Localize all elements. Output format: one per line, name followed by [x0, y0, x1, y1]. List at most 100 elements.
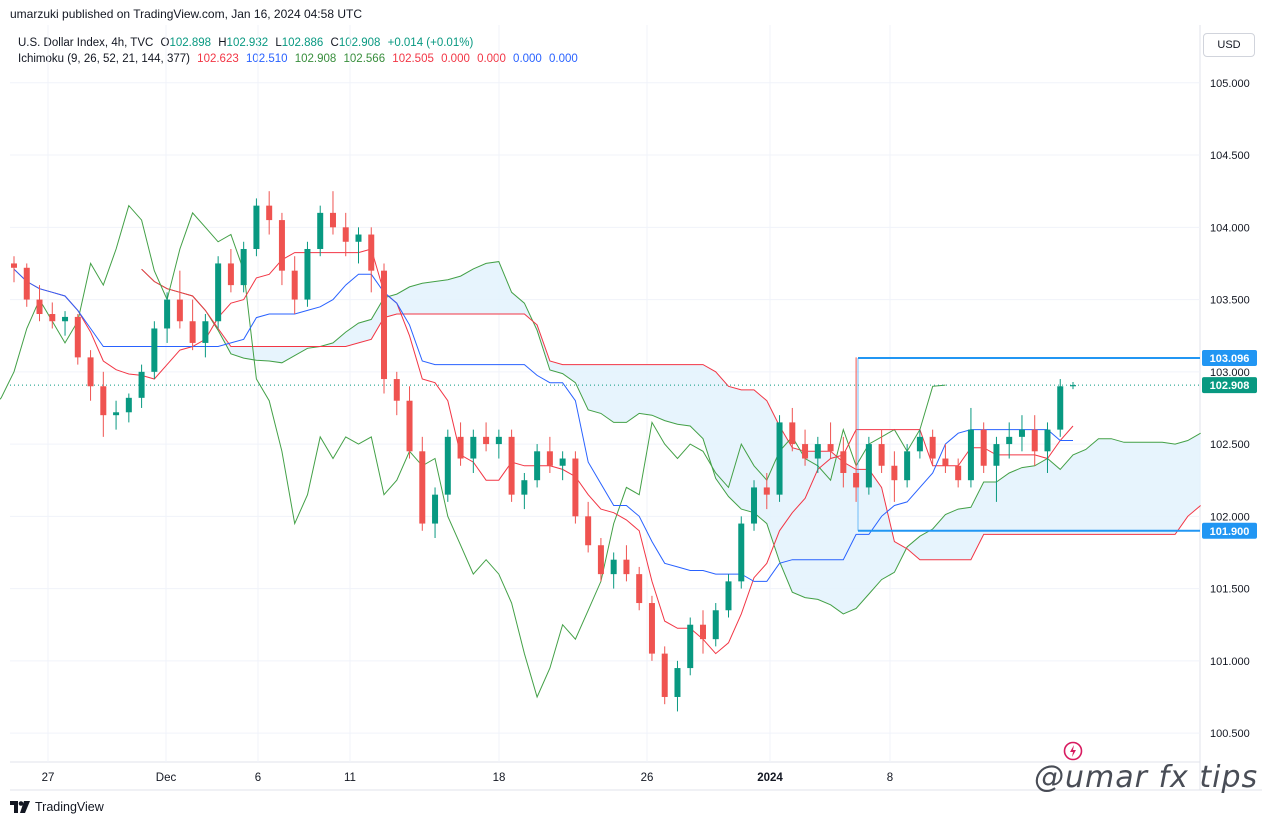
indicator-name[interactable]: Ichimoku (9, 26, 52, 21, 144, 377) — [18, 53, 190, 65]
ind-value-6: 0.000 — [441, 53, 470, 65]
y-tick-label: 100.500 — [1210, 728, 1250, 740]
candle-body — [176, 299, 183, 322]
candle-body — [113, 412, 120, 416]
y-tick-label: 104.000 — [1210, 222, 1250, 234]
span-b-value: 102.505 — [392, 53, 434, 65]
tenkan-line — [13, 248, 1074, 655]
candle-body — [929, 436, 936, 459]
horizontal-levels[interactable] — [10, 356, 1200, 532]
time-axis[interactable]: 27 Dec 6 11 18 26 2024 8 — [42, 772, 894, 784]
kijun-line — [13, 268, 1073, 582]
candle-body — [393, 379, 400, 401]
chart-grid — [10, 25, 1262, 791]
candle-body — [432, 494, 439, 524]
candle-body — [865, 444, 872, 488]
candle-body — [674, 668, 681, 697]
ind-value-8: 0.000 — [513, 53, 542, 65]
x-tick-label: 18 — [493, 772, 506, 784]
span-a-line — [141, 261, 1201, 615]
candle-body — [955, 465, 962, 481]
ind-value-9: 0.000 — [549, 53, 578, 65]
price-label-bg — [1202, 522, 1257, 539]
candle-body — [23, 267, 30, 300]
candle-body — [687, 624, 694, 669]
candle-body — [891, 465, 898, 481]
symbol-legend: U.S. Dollar Index, 4h, TVC O102.898 H 102… — [18, 35, 582, 51]
candle-body — [597, 545, 604, 575]
candle-body — [470, 436, 477, 459]
symbol-name[interactable]: U.S. Dollar Index, 4h, TVC — [18, 37, 154, 49]
candle-body — [942, 458, 949, 466]
candle-body — [776, 422, 783, 495]
lightning-icon[interactable] — [1063, 741, 1083, 761]
candle-body — [189, 321, 196, 343]
price-label-bg — [1202, 349, 1257, 366]
price-label: 102.908 — [1210, 380, 1250, 392]
candle-body — [993, 444, 1000, 466]
candle-body — [253, 205, 260, 249]
candle-body — [291, 270, 298, 300]
x-tick-label: 2024 — [757, 772, 783, 784]
published-by-text: umarzuki published on TradingView.com, J… — [10, 7, 362, 21]
kijun-value: 102.510 — [245, 53, 288, 65]
candle-body — [202, 321, 209, 343]
candle-body — [317, 212, 324, 249]
candle-body — [802, 444, 809, 459]
high-label: H — [218, 37, 227, 49]
chikou-line — [0, 204, 946, 699]
y-tick-label: 101.500 — [1210, 584, 1250, 596]
y-tick-label: 102.000 — [1210, 511, 1250, 523]
candle-body — [980, 429, 987, 466]
candle-body — [572, 458, 579, 517]
candle-body — [483, 436, 490, 445]
footer-brand[interactable]: TradingView — [10, 800, 104, 814]
candle-body — [1006, 436, 1013, 445]
candle-body — [240, 248, 247, 286]
indicator-legend: Ichimoku (9, 26, 52, 21, 144, 377) 102.6… — [18, 51, 582, 67]
candle-body — [648, 603, 655, 654]
candle-body — [49, 314, 56, 322]
candle-body — [534, 451, 541, 481]
candle-body — [725, 581, 732, 611]
low-label: L — [275, 37, 282, 49]
span-b-line — [141, 268, 1201, 561]
open-label: O — [160, 37, 170, 49]
candle-body — [457, 436, 464, 459]
cloud-area — [141, 261, 1201, 614]
candle-body — [11, 263, 17, 268]
candle-body — [74, 316, 81, 358]
y-tick-label: 103.000 — [1210, 367, 1250, 379]
span-a-value: 102.566 — [343, 53, 386, 65]
x-tick-label: 11 — [344, 772, 356, 784]
candle-body — [419, 451, 426, 524]
price-axis[interactable]: 105.000 104.500 104.000 103.500 103.000 102.5… — [1202, 78, 1257, 740]
change-value: +0.014 (+0.01%) — [387, 37, 474, 49]
candle-body — [840, 451, 847, 473]
candle-body — [215, 263, 222, 322]
candle-body — [546, 451, 553, 466]
open-value: 102.898 — [169, 37, 212, 49]
candle-body — [1031, 429, 1038, 452]
y-tick-label: 102.500 — [1210, 439, 1250, 451]
candle-body — [878, 444, 885, 466]
candle-body — [329, 212, 336, 228]
candle-body — [1070, 385, 1076, 387]
candle-body — [699, 624, 706, 640]
candle-body — [304, 248, 311, 300]
x-tick-label: Dec — [156, 772, 177, 784]
candle-body — [355, 234, 362, 242]
candle-body — [904, 451, 911, 481]
chikou-value: 102.908 — [294, 53, 337, 65]
y-tick-label: 103.500 — [1210, 295, 1250, 307]
footer-brand-text: TradingView — [35, 800, 104, 814]
x-tick-label: 8 — [887, 772, 893, 784]
currency-button[interactable]: USD — [1203, 33, 1255, 57]
candle-body — [585, 516, 592, 546]
low-value: 102.886 — [281, 37, 324, 49]
price-label: 103.096 — [1210, 353, 1250, 365]
candle-body — [916, 436, 923, 452]
candle-body — [712, 610, 719, 640]
x-tick-label: 26 — [641, 772, 654, 784]
candle-body — [1018, 429, 1025, 437]
